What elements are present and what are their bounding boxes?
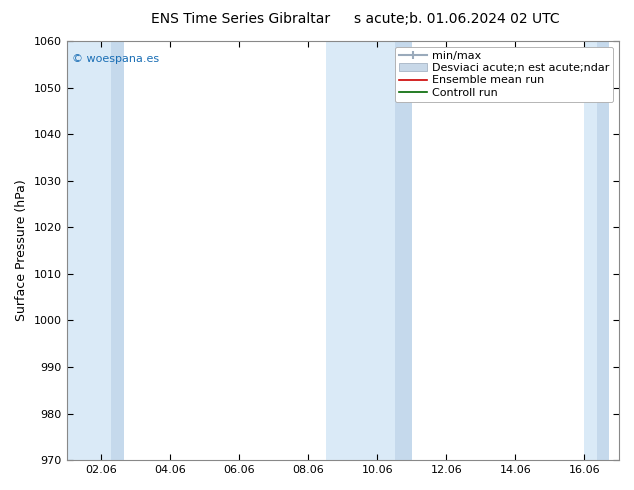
Bar	[394, 41, 412, 460]
Y-axis label: Surface Pressure (hPa): Surface Pressure (hPa)	[15, 180, 28, 321]
Bar	[597, 41, 609, 460]
Bar	[325, 41, 394, 460]
Legend: min/max, Desviaci acute;n est acute;ndar, Ensemble mean run, Controll run: min/max, Desviaci acute;n est acute;ndar…	[395, 47, 614, 102]
Bar	[585, 41, 597, 460]
Text: © woespana.es: © woespana.es	[72, 53, 159, 64]
Bar	[67, 41, 112, 460]
Text: ENS Time Series Gibraltar: ENS Time Series Gibraltar	[152, 12, 330, 26]
Bar	[112, 41, 124, 460]
Text: s acute;b. 01.06.2024 02 UTC: s acute;b. 01.06.2024 02 UTC	[354, 12, 559, 26]
